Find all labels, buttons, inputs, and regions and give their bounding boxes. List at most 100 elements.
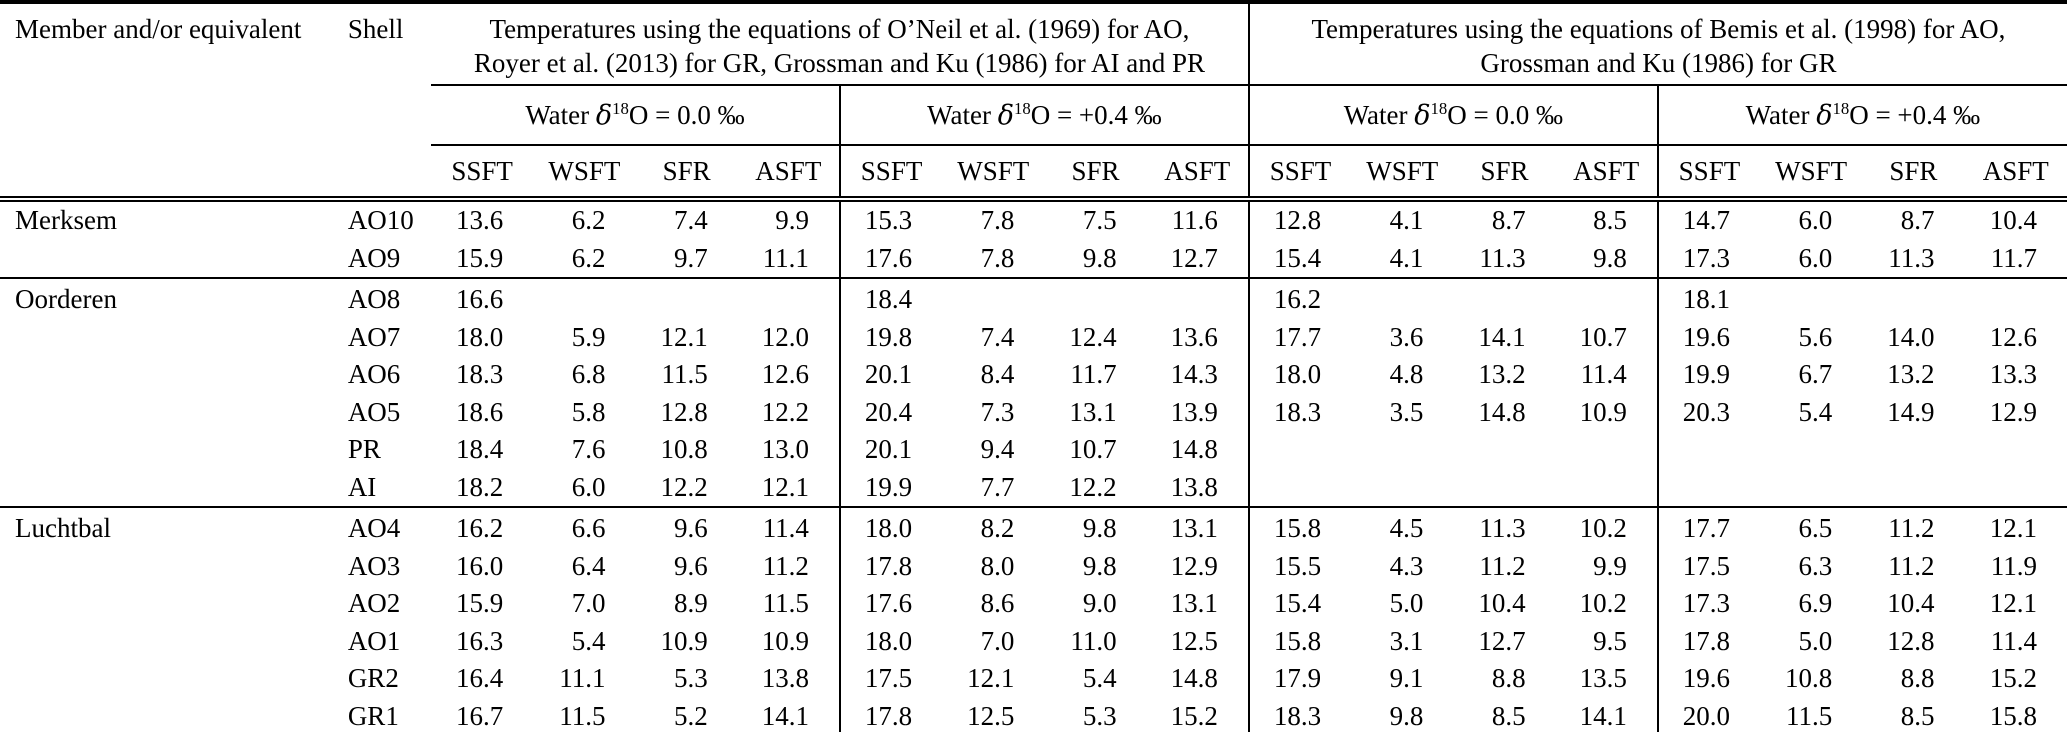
value-cell: 15.4: [1247, 239, 1352, 278]
value-cell: 13.2: [1478, 359, 1526, 390]
group-header-bemis: Temperatures using the equations of Bemi…: [1247, 0, 2067, 86]
value-cell: 3.1: [1389, 625, 1424, 656]
value-cell: 10.9: [761, 625, 809, 656]
shell-cell: AO1: [347, 625, 401, 656]
value-cell: 14.0: [1887, 321, 1935, 352]
value-cell: 11.1: [762, 242, 809, 273]
value-cell: 6.4: [571, 550, 606, 581]
shell-cell: AI: [347, 471, 377, 502]
table-row: AO3 16.0 6.4 9.6 11.2 17.8 8.0 9.8 12.9 15.5 4.3 11…: [0, 547, 2067, 585]
value-cell: 12.8: [660, 396, 708, 427]
value-cell: 8.8: [1900, 663, 1935, 694]
value-cell: 17.6: [838, 585, 943, 623]
value-cell: 8.9: [673, 588, 708, 619]
col-header-sfr: SFR: [1453, 145, 1556, 202]
value-cell: 10.4: [1989, 205, 2037, 236]
value-cell: [1555, 277, 1658, 319]
value-cell: 13.3: [1989, 359, 2037, 390]
value-cell: 5.2: [635, 697, 738, 732]
col-header-asft: ASFT: [1964, 145, 2067, 202]
value-cell: 4.3: [1389, 550, 1424, 581]
value-cell: 12.1: [660, 321, 708, 352]
value-cell: 14.1: [1555, 697, 1658, 732]
col-header-ssft: SSFT: [1247, 145, 1352, 202]
value-cell: 6.0: [571, 471, 606, 502]
value-cell: 7.8: [980, 205, 1015, 236]
value-cell: 10.9: [660, 625, 708, 656]
shell-cell: GR2: [347, 663, 399, 694]
value-cell: 18.0: [455, 321, 504, 352]
member-cell: [0, 585, 346, 623]
value-cell: 11.7: [1070, 359, 1117, 390]
value-cell: 8.7: [1900, 205, 1935, 236]
value-cell: 15.5: [1247, 547, 1352, 585]
value-cell: 15.8: [1247, 506, 1352, 548]
value-cell: 18.3: [1247, 393, 1352, 431]
value-cell: 8.2: [942, 506, 1045, 548]
value-cell: 17.8: [838, 697, 943, 732]
value-cell: 15.8: [1247, 622, 1352, 660]
value-cell: 11.3: [1453, 506, 1556, 548]
table-header: Member and/or equivalent Shell Temperatu…: [0, 0, 2067, 202]
value-cell: 6.0: [1798, 242, 1833, 273]
value-cell: 5.0: [1798, 625, 1833, 656]
value-cell: [1044, 277, 1147, 319]
value-cell: 12.6: [1989, 321, 2037, 352]
value-cell: 18.3: [455, 359, 504, 390]
value-cell: 17.6: [838, 239, 943, 278]
shell-cell: AO2: [347, 588, 401, 619]
value-cell: 14.3: [1170, 359, 1218, 390]
value-cell: 12.1: [1989, 588, 2037, 619]
value-cell: 14.9: [1887, 396, 1935, 427]
table-row: GR2 16.4 11.1 5.3 13.8 17.5 12.1 5.4 14.8 17.9 9.1…: [0, 660, 2067, 698]
value-cell: 9.8: [1044, 506, 1147, 548]
value-cell: 20.1: [838, 356, 943, 394]
value-cell: [635, 277, 738, 319]
value-cell: 10.8: [1785, 663, 1833, 694]
value-cell: 14.1: [1478, 321, 1526, 352]
shell-cell: AO5: [347, 396, 401, 427]
value-cell: 6.0: [1798, 205, 1833, 236]
table-row: AO7 18.0 5.9 12.1 12.0 19.8 7.4 12.4 13.6 17.7 3.6…: [0, 318, 2067, 356]
delta-symbol: δ: [997, 99, 1014, 131]
value-cell: 16.2: [1247, 277, 1352, 319]
value-cell: 15.9: [455, 588, 504, 619]
value-cell: 9.0: [1082, 588, 1117, 619]
value-cell: 19.9: [838, 468, 943, 507]
value-cell: [1965, 469, 2067, 508]
value-cell: 13.9: [1170, 396, 1218, 427]
value-cell: 7.4: [980, 321, 1015, 352]
value-cell: 18.4: [455, 434, 504, 465]
value-cell: 11.2: [1862, 506, 1965, 548]
delta-symbol: δ: [1414, 99, 1431, 131]
value-cell: 14.8: [1170, 434, 1218, 465]
value-cell: 10.4: [1478, 588, 1526, 619]
shell-cell: AO6: [347, 359, 401, 390]
value-cell: 10.7: [1579, 321, 1627, 352]
value-cell: 11.5: [661, 359, 708, 390]
value-cell: [737, 277, 840, 319]
shell-column-header: Shell: [345, 0, 431, 202]
value-cell: 10.4: [1887, 588, 1935, 619]
value-cell: 13.5: [1579, 663, 1627, 694]
value-cell: 11.9: [1990, 550, 2037, 581]
value-cell: 13.1: [1170, 588, 1218, 619]
member-cell: [0, 660, 346, 698]
value-cell: [1862, 469, 1964, 508]
value-cell: 15.9: [455, 242, 504, 273]
value-cell: 15.8: [1964, 697, 2067, 732]
col-header-sfr: SFR: [635, 145, 738, 202]
value-cell: 7.0: [571, 588, 606, 619]
value-cell: [1760, 277, 1863, 319]
subheader-water-0.4-oneil: Water δ18O = +0.4 ‰: [838, 85, 1249, 146]
value-cell: 15.2: [1146, 697, 1249, 732]
table-row: AO6 18.3 6.8 11.5 12.6 20.1 8.4 11.7 14.3 18.0 4.8…: [0, 356, 2067, 394]
value-cell: 19.9: [1656, 356, 1761, 394]
value-cell: 8.5: [1862, 697, 1965, 732]
measure-header-row: SSFT WSFT SFR ASFT SSFT WSFT SFR ASFT SS…: [0, 145, 2067, 202]
value-cell: [1453, 431, 1555, 469]
value-cell: 12.8: [1887, 625, 1935, 656]
group-header-line: Temperatures using the equations of Bemi…: [1311, 14, 2006, 44]
value-cell: 17.9: [1247, 660, 1352, 698]
